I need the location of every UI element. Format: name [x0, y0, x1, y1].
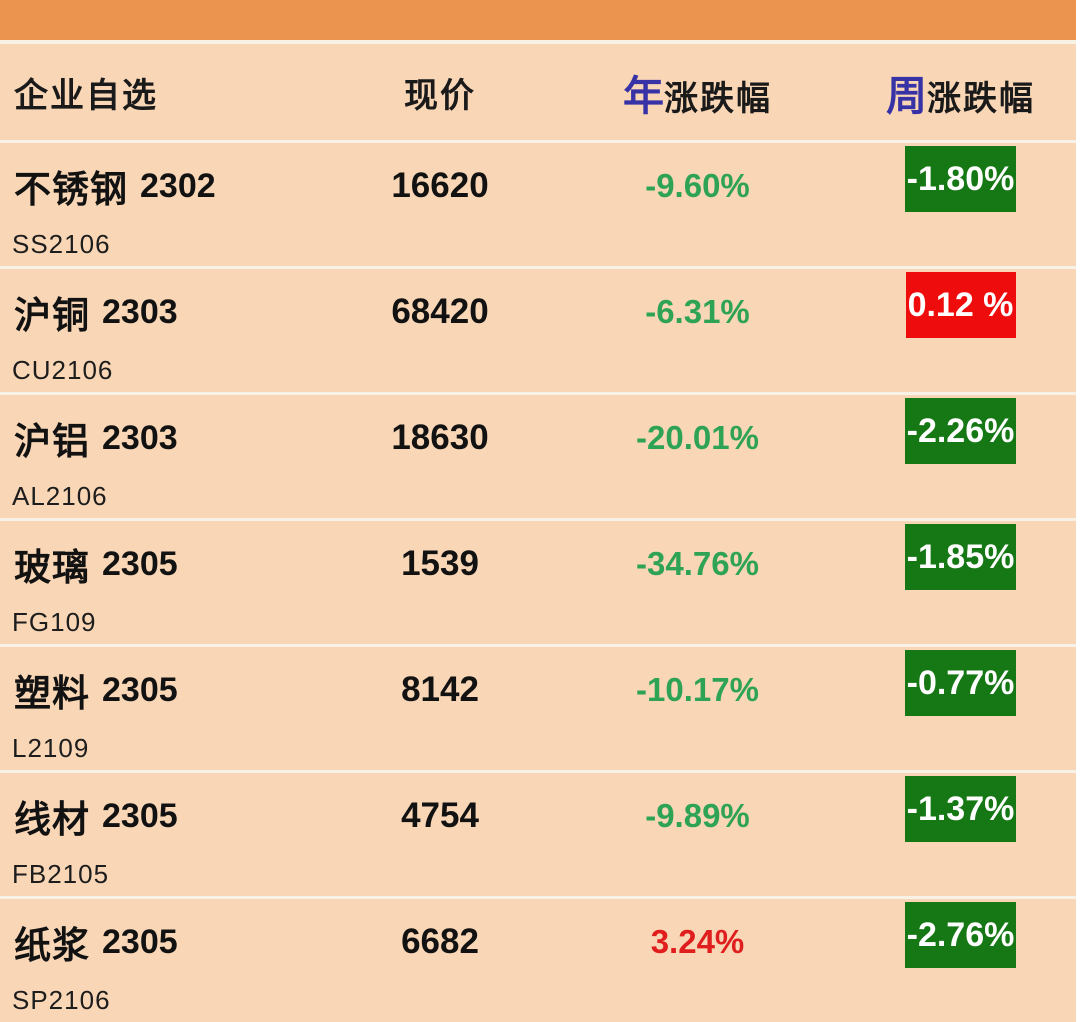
watchlist-row[interactable]: 沪铝 2303 AL2106 18630 -20.01% -2.26% [0, 392, 1076, 518]
week-change-cell: 0.12 % [845, 269, 1076, 392]
watchlist-row[interactable]: 沪铜 2303 CU2106 68420 -6.31% 0.12 % [0, 266, 1076, 392]
week-accent-label: 周 [886, 73, 927, 119]
year-change-value: -9.60% [645, 167, 750, 204]
week-change-badge: -2.26% [904, 398, 1017, 464]
contract-month: 2305 [102, 922, 178, 961]
instrument-name: 沪铝 [14, 421, 90, 462]
watchlist-row[interactable]: 玻璃 2305 FG109 1539 -34.76% -1.85% [0, 518, 1076, 644]
year-accent-label: 年 [623, 73, 664, 119]
week-change-cell: -1.80% [845, 143, 1076, 266]
week-change-badge: -1.80% [904, 146, 1017, 212]
watchlist-row[interactable]: 塑料 2305 L2109 8142 -10.17% -0.77% [0, 644, 1076, 770]
watchlist-row[interactable]: 线材 2305 FB2105 4754 -9.89% -1.37% [0, 770, 1076, 896]
year-change-value: 3.24% [650, 923, 745, 960]
week-change-badge: -0.77% [904, 650, 1017, 716]
week-change-badge: -1.85% [904, 524, 1017, 590]
instrument-cell: 纸浆 2305 SP2106 [0, 899, 330, 1022]
year-change-value: -9.89% [645, 797, 750, 834]
instrument-name: 线材 [14, 799, 90, 840]
header-price-column: 现价 [404, 76, 476, 115]
price-value: 4754 [401, 796, 479, 835]
header-year-change-column: 年涨跌幅 [550, 62, 845, 122]
week-change-cell: -1.37% [845, 773, 1076, 896]
instrument-code: SS2106 [12, 229, 111, 259]
contract-month: 2303 [102, 418, 178, 457]
week-change-cell: -2.26% [845, 395, 1076, 518]
instrument-name: 玻璃 [14, 547, 90, 588]
week-change-label: 涨跌幅 [927, 80, 1035, 118]
header-divider [0, 40, 1076, 44]
instrument-name: 纸浆 [14, 925, 90, 966]
contract-month: 2305 [102, 796, 178, 835]
week-change-cell: -1.85% [845, 521, 1076, 644]
price-value: 16620 [391, 166, 489, 205]
year-change-value: -34.76% [636, 545, 759, 582]
contract-month: 2305 [102, 670, 178, 709]
price-value: 68420 [391, 292, 489, 331]
header-week-change-column: 周涨跌幅 [845, 62, 1076, 122]
instrument-name: 不锈钢 [14, 169, 128, 210]
year-change-value: -10.17% [636, 671, 759, 708]
week-change-badge: -2.76% [904, 902, 1017, 968]
instrument-cell: 沪铝 2303 AL2106 [0, 395, 330, 518]
instrument-cell: 不锈钢 2302 SS2106 [0, 143, 330, 266]
price-value: 18630 [391, 418, 489, 457]
contract-month: 2305 [102, 544, 178, 583]
year-change-value: -6.31% [645, 293, 750, 330]
instrument-cell: 玻璃 2305 FG109 [0, 521, 330, 644]
instrument-cell: 沪铜 2303 CU2106 [0, 269, 330, 392]
week-change-badge: 0.12 % [905, 272, 1016, 338]
instrument-name: 塑料 [14, 673, 90, 714]
watchlist-row[interactable]: 纸浆 2305 SP2106 6682 3.24% -2.76% [0, 896, 1076, 1022]
week-change-cell: -0.77% [845, 647, 1076, 770]
contract-month: 2303 [102, 292, 178, 331]
header-watchlist-column: 企业自选 [14, 76, 158, 115]
price-value: 6682 [401, 922, 479, 961]
top-accent-bar [0, 0, 1076, 40]
instrument-code: L2109 [12, 733, 90, 763]
instrument-code: AL2106 [12, 481, 108, 511]
watchlist-row[interactable]: 不锈钢 2302 SS2106 16620 -9.60% -1.80% [0, 140, 1076, 266]
instrument-cell: 线材 2305 FB2105 [0, 773, 330, 896]
year-change-value: -20.01% [636, 419, 759, 456]
instrument-code: SP2106 [12, 985, 111, 1015]
instrument-code: CU2106 [12, 355, 114, 385]
instrument-name: 沪铜 [14, 295, 90, 336]
instrument-cell: 塑料 2305 L2109 [0, 647, 330, 770]
instrument-code: FG109 [12, 607, 97, 637]
week-change-cell: -2.76% [845, 899, 1076, 1022]
price-value: 8142 [401, 670, 479, 709]
instrument-code: FB2105 [12, 859, 110, 889]
contract-month: 2302 [140, 166, 216, 205]
year-change-label: 涨跌幅 [664, 80, 772, 118]
week-change-badge: -1.37% [904, 776, 1017, 842]
price-value: 1539 [401, 544, 479, 583]
table-header: 企业自选 现价 年涨跌幅 周涨跌幅 [0, 44, 1076, 140]
